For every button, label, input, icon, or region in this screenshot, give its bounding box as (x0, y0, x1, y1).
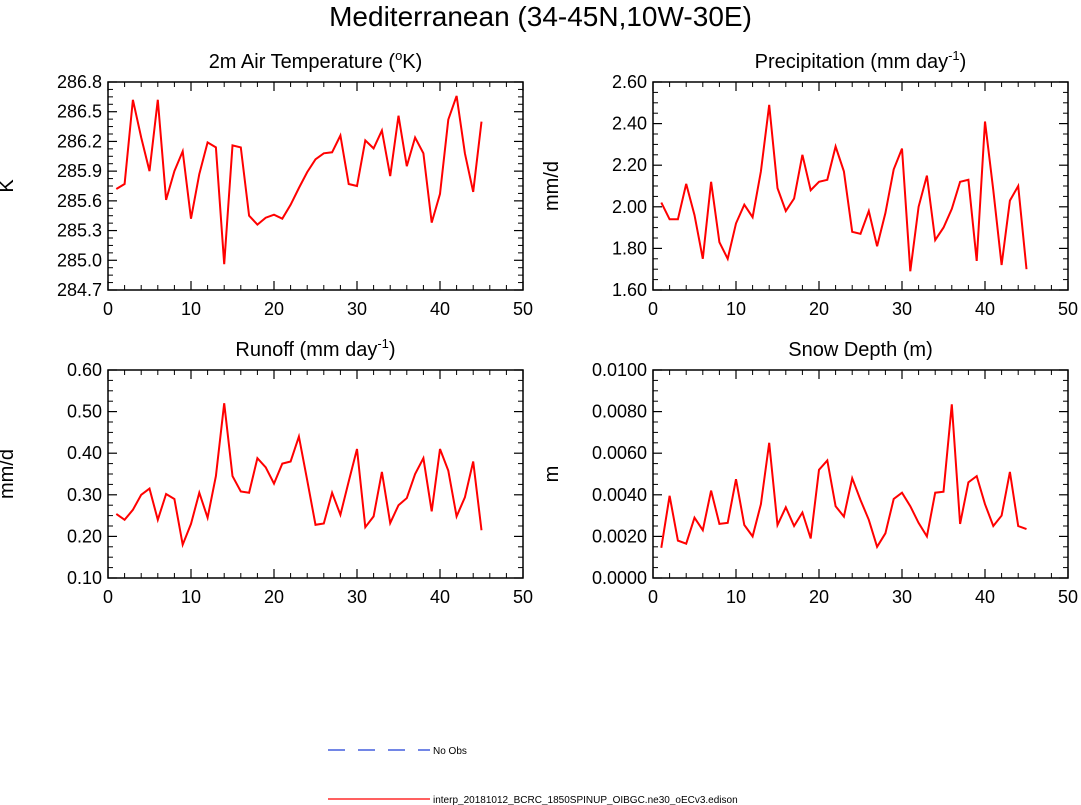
panel-title: Runoff (mm day-1) (235, 336, 395, 361)
y-tick-label: 0.10 (67, 568, 102, 588)
legend: No Obs interp_20181012_BCRC_1850SPINUP_OI… (328, 746, 738, 805)
y-tick-label: 0.0020 (592, 526, 647, 546)
plot-frame (652, 81, 1069, 291)
chart-panel-1: 2m Air Temperature (oK) K 0 10 20 30 40 50 284.7… (0, 48, 533, 319)
panel-title-main: Precipitation (mm day (755, 51, 948, 73)
y-tick-label: 0.60 (67, 360, 102, 380)
x-tick-label: 40 (430, 299, 450, 319)
y-tick-label: 286.5 (57, 102, 102, 122)
x-tick-label: 30 (892, 587, 912, 607)
y-tick-label: 0.0040 (592, 485, 647, 505)
chart-panel-2: Precipitation (mm day-1) mm/d 0 10 20 30 40 50 1… (541, 48, 1078, 319)
series-line-1 (660, 104, 1028, 272)
y-tick-label: 2.60 (612, 72, 647, 92)
y-tick-label: 0.50 (67, 402, 102, 422)
y-tick-label: 285.9 (57, 161, 102, 181)
x-tick-label: 50 (513, 587, 533, 607)
panel-title-tail: ) (389, 339, 396, 361)
legend-label-1: No Obs (433, 746, 467, 757)
y-tick-label: 0.40 (67, 443, 102, 463)
panel-title-superscript: -1 (948, 48, 960, 63)
panel-title-superscript: -1 (377, 336, 389, 351)
x-tick-label: 40 (430, 587, 450, 607)
y-tick-label: 0.0080 (592, 402, 647, 422)
x-tick-label: 0 (103, 587, 113, 607)
chart-panel-3: Runoff (mm day-1) mm/d 0 10 20 30 40 50 0.10 0.20… (0, 336, 533, 607)
y-tick-label: 0.0060 (592, 443, 647, 463)
panel-title-main: Runoff (mm day (235, 339, 377, 361)
x-tick-label: 0 (648, 299, 658, 319)
y-tick-label: 2.40 (612, 114, 647, 134)
panel-title-tail: K) (402, 51, 422, 73)
series-line-1 (115, 403, 483, 549)
x-tick-label: 0 (648, 587, 658, 607)
panel-title-tail: ) (960, 51, 967, 73)
x-tick-label: 40 (975, 587, 995, 607)
panel-title-main: Snow Depth (m) (788, 339, 933, 361)
panel-title-superscript: o (395, 48, 402, 63)
y-tick-label: 2.20 (612, 155, 647, 175)
x-tick-label: 10 (181, 299, 201, 319)
y-tick-label: 0.0100 (592, 360, 647, 380)
y-tick-label: 286.8 (57, 72, 102, 92)
plot-frame (652, 369, 1069, 579)
x-tick-label: 50 (1058, 299, 1078, 319)
x-tick-label: 50 (513, 299, 533, 319)
y-tick-label: 284.7 (57, 280, 102, 300)
panel-title-main: 2m Air Temperature ( (209, 51, 396, 73)
legend-label-2: interp_20181012_BCRC_1850SPINUP_OIBGC.ne… (433, 795, 738, 805)
x-tick-label: 20 (809, 299, 829, 319)
x-tick-label: 10 (181, 587, 201, 607)
y-tick-label: 2.00 (612, 197, 647, 217)
y-tick-label: 285.6 (57, 191, 102, 211)
y-axis-label: m (541, 466, 563, 483)
y-tick-label: 0.30 (67, 485, 102, 505)
y-tick-label: 1.60 (612, 280, 647, 300)
y-axis-label: K (0, 179, 18, 193)
x-tick-label: 0 (103, 299, 113, 319)
y-tick-label: 285.0 (57, 250, 102, 270)
x-tick-label: 40 (975, 299, 995, 319)
y-tick-label: 1.80 (612, 238, 647, 258)
y-tick-label: 0.0000 (592, 568, 647, 588)
series-line-1 (660, 404, 1027, 550)
x-tick-label: 20 (264, 299, 284, 319)
x-tick-label: 30 (347, 299, 367, 319)
y-tick-label: 285.3 (57, 221, 102, 241)
series-line-1 (115, 95, 483, 265)
chart-panel-4: Snow Depth (m) m 0 10 20 30 40 50 0.0000 0.0020 0.… (541, 339, 1078, 607)
y-tick-label: 0.20 (67, 526, 102, 546)
x-tick-label: 30 (892, 299, 912, 319)
x-tick-label: 20 (809, 587, 829, 607)
x-tick-label: 30 (347, 587, 367, 607)
x-tick-label: 50 (1058, 587, 1078, 607)
y-axis-label: mm/d (541, 161, 563, 211)
y-axis-label: mm/d (0, 449, 18, 499)
panel-title: Precipitation (mm day-1) (755, 48, 967, 73)
page-title: Mediterranean (34-45N,10W-30E) (329, 1, 752, 32)
x-tick-label: 20 (264, 587, 284, 607)
x-tick-label: 10 (726, 299, 746, 319)
panel-title: Snow Depth (m) (788, 339, 933, 361)
panel-title: 2m Air Temperature (oK) (209, 48, 423, 73)
x-tick-label: 10 (726, 587, 746, 607)
y-tick-label: 286.2 (57, 131, 102, 151)
plot-frame (107, 369, 524, 579)
